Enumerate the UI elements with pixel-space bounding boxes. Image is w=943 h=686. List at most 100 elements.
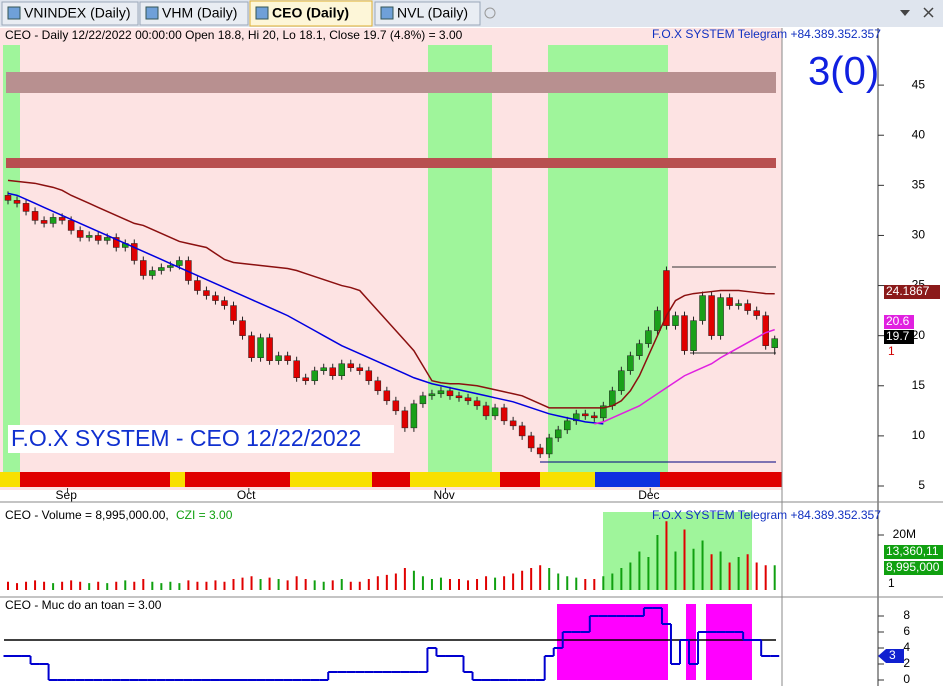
volume-bar: [746, 554, 749, 590]
candle-body: [491, 407, 499, 417]
volume-bar: [331, 580, 334, 590]
strip-segment: [185, 472, 290, 487]
zone-bullish: [603, 512, 752, 590]
x-tick-label: Oct: [237, 488, 256, 502]
candle-body: [85, 235, 93, 238]
candle-body: [329, 367, 336, 376]
candle-body: [103, 237, 111, 241]
candle-body: [437, 390, 445, 395]
strip-segment: [372, 472, 410, 487]
candle-body: [302, 377, 309, 382]
candle-body: [771, 338, 778, 348]
tab-label[interactable]: VNINDEX (Daily): [24, 5, 131, 21]
tab[interactable]: [374, 1, 481, 26]
candle-body: [22, 203, 30, 212]
volume-bar: [250, 576, 253, 590]
volume-bar: [196, 581, 199, 590]
candle-body: [338, 363, 345, 376]
volume-bar: [512, 573, 515, 590]
volume-bar: [304, 579, 307, 590]
candle-body: [600, 405, 607, 419]
candle-body: [717, 297, 724, 336]
volume-bar: [548, 568, 551, 590]
volume-bar: [295, 576, 298, 590]
tab-menu[interactable]: [900, 10, 910, 16]
candle-body: [518, 425, 526, 437]
close-button[interactable]: [923, 7, 934, 18]
candle-body: [609, 390, 616, 407]
tab-label[interactable]: CEO (Daily): [272, 5, 349, 21]
candle-body: [293, 360, 300, 379]
y-tick-label: 20M: [893, 527, 916, 541]
candle-body: [76, 230, 84, 238]
side-label-bg: [884, 561, 943, 575]
volume-bar: [34, 580, 37, 590]
side-note: 1: [888, 344, 895, 358]
strip-segment: [410, 472, 500, 487]
candle-body: [4, 195, 12, 201]
y-tick-label: 8: [903, 608, 910, 622]
volume-bar: [52, 583, 55, 590]
volume-bar: [367, 579, 370, 590]
volume-bar: [701, 540, 704, 590]
candle-body: [410, 403, 418, 429]
candle-body: [482, 405, 490, 417]
volume-bar: [602, 576, 605, 590]
zone-safe: [686, 604, 696, 680]
candle-body: [112, 237, 120, 248]
tab-icon: [7, 6, 21, 20]
volume-bar: [620, 568, 623, 590]
volume-bar: [458, 579, 460, 590]
candle-body: [708, 295, 715, 336]
candle-body: [31, 211, 39, 221]
candle-body: [320, 367, 327, 371]
candle-body: [239, 320, 246, 336]
candle-body: [176, 260, 183, 266]
volume-bar: [349, 581, 352, 590]
last-value-label: 19.7: [886, 329, 910, 343]
candle-body: [67, 220, 75, 231]
candle-body: [392, 400, 400, 412]
volume-bar: [539, 565, 542, 590]
volume-bar: [106, 583, 109, 590]
zone-bullish: [428, 45, 492, 472]
tab[interactable]: [1, 1, 139, 26]
annotation: F.O.X SYSTEM Telegram +84.389.352.357: [652, 508, 881, 522]
volume-bar: [557, 573, 560, 590]
tab[interactable]: [139, 1, 249, 26]
strip-segment: [0, 472, 20, 487]
side-label: 13,360,11: [886, 544, 939, 558]
volume-bar: [187, 580, 190, 590]
volume-bar: [160, 583, 163, 590]
candle-body: [645, 330, 652, 344]
strip-segment: [595, 472, 660, 487]
volume-bar: [61, 581, 64, 590]
y-tick-label: 4: [903, 640, 910, 654]
tab-label[interactable]: NVL (Daily): [397, 5, 468, 21]
volume-bar: [43, 581, 46, 590]
volume-bar: [79, 581, 82, 590]
candle-body: [663, 270, 670, 326]
tab-label[interactable]: VHM (Daily): [162, 5, 237, 21]
strip-segment: [540, 472, 595, 487]
tab-active[interactable]: [249, 0, 373, 27]
candle-body: [212, 295, 219, 301]
x-tick-label: Sep: [56, 488, 78, 502]
indicator-line: [7, 192, 604, 425]
candle-body: [230, 305, 237, 321]
candle-body: [419, 395, 427, 405]
y-tick-label: 20: [912, 328, 926, 342]
candle-body: [464, 397, 472, 402]
y-tick-label: 35: [912, 178, 926, 192]
candle-body: [627, 355, 634, 371]
volume-bar: [25, 581, 28, 590]
candle-body: [509, 420, 517, 427]
last-value-label-bg: [884, 315, 914, 329]
volume-bar: [485, 576, 488, 590]
volume-bar: [719, 551, 722, 590]
new-tab[interactable]: [484, 7, 496, 19]
candle-body: [428, 393, 436, 397]
safety-header: CEO - Muc do an toan = 3.00: [5, 598, 162, 612]
volume-bar: [133, 581, 136, 590]
volume-bar: [737, 557, 740, 590]
